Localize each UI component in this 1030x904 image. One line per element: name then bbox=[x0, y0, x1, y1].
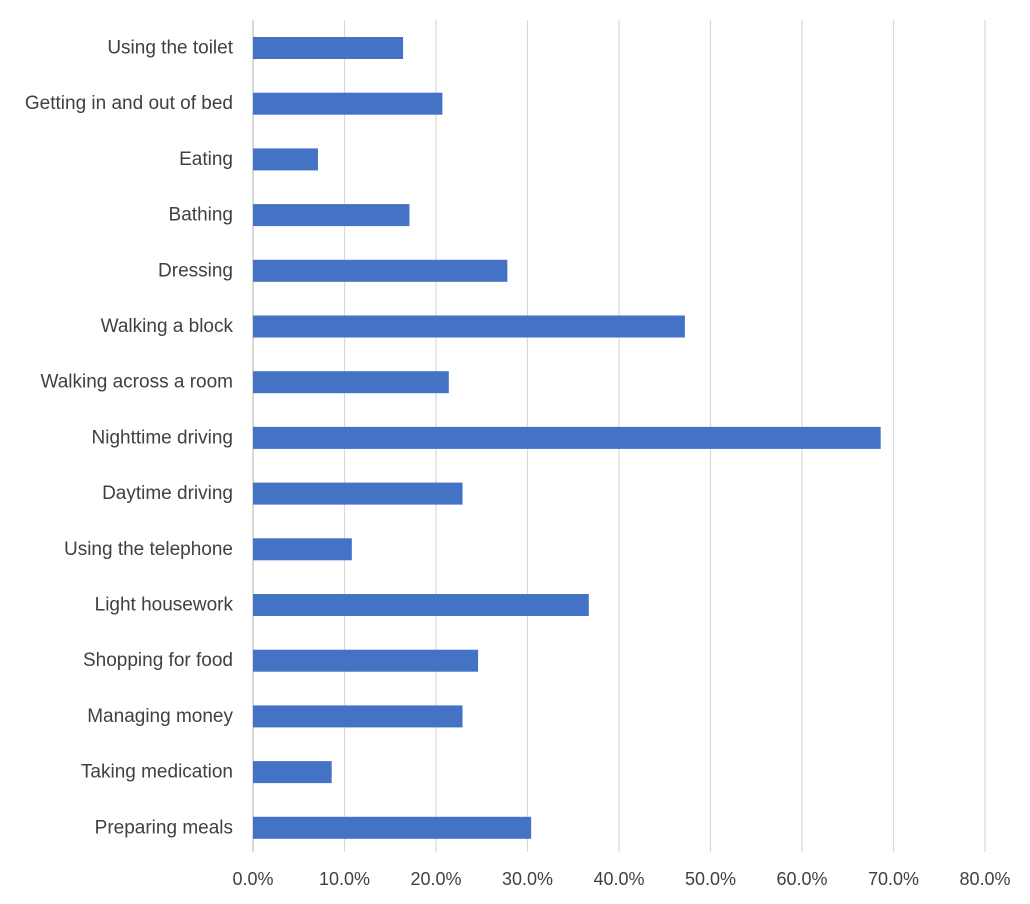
x-tick-label: 80.0% bbox=[959, 869, 1010, 889]
category-label: Preparing meals bbox=[95, 817, 233, 838]
category-label: Light housework bbox=[95, 595, 234, 616]
bar bbox=[253, 315, 685, 338]
category-label: Getting in and out of bed bbox=[25, 93, 233, 114]
category-label: Daytime driving bbox=[102, 483, 233, 504]
category-label: Walking a block bbox=[101, 316, 234, 337]
x-tick-label: 10.0% bbox=[319, 869, 370, 889]
category-label: Eating bbox=[179, 149, 233, 170]
category-label: Managing money bbox=[87, 706, 233, 727]
category-label: Using the toilet bbox=[107, 38, 233, 59]
bar bbox=[253, 816, 532, 839]
bar bbox=[253, 259, 508, 282]
bar bbox=[253, 426, 881, 449]
bar bbox=[253, 37, 404, 59]
bar bbox=[253, 371, 449, 394]
x-tick-label: 60.0% bbox=[776, 869, 827, 889]
bars bbox=[253, 37, 881, 839]
category-label: Nighttime driving bbox=[92, 427, 234, 448]
bar bbox=[253, 705, 463, 728]
bar bbox=[253, 594, 589, 616]
bar bbox=[253, 538, 352, 561]
category-label: Walking across a room bbox=[40, 372, 233, 393]
bar bbox=[253, 204, 410, 227]
bar bbox=[253, 92, 443, 115]
bar bbox=[253, 482, 463, 505]
bar bbox=[253, 148, 318, 171]
x-tick-label: 50.0% bbox=[685, 869, 736, 889]
category-label: Bathing bbox=[169, 205, 233, 226]
category-label: Shopping for food bbox=[83, 650, 233, 671]
x-tick-label: 70.0% bbox=[868, 869, 919, 889]
category-label: Dressing bbox=[158, 260, 233, 281]
x-tick-label: 0.0% bbox=[232, 869, 273, 889]
x-tick-labels: 0.0% 10.0% 20.0% 30.0% 40.0% 50.0% 60.0% 70.0% 8… bbox=[232, 869, 1010, 889]
bar bbox=[253, 761, 332, 784]
x-tick-label: 40.0% bbox=[593, 869, 644, 889]
bar bbox=[253, 649, 479, 672]
category-labels: Using the toilet Getting in and out of be… bbox=[25, 38, 234, 839]
x-tick-label: 30.0% bbox=[502, 869, 553, 889]
category-label: Using the telephone bbox=[64, 539, 233, 560]
x-tick-label: 20.0% bbox=[410, 869, 461, 889]
category-label: Taking medication bbox=[81, 762, 233, 783]
